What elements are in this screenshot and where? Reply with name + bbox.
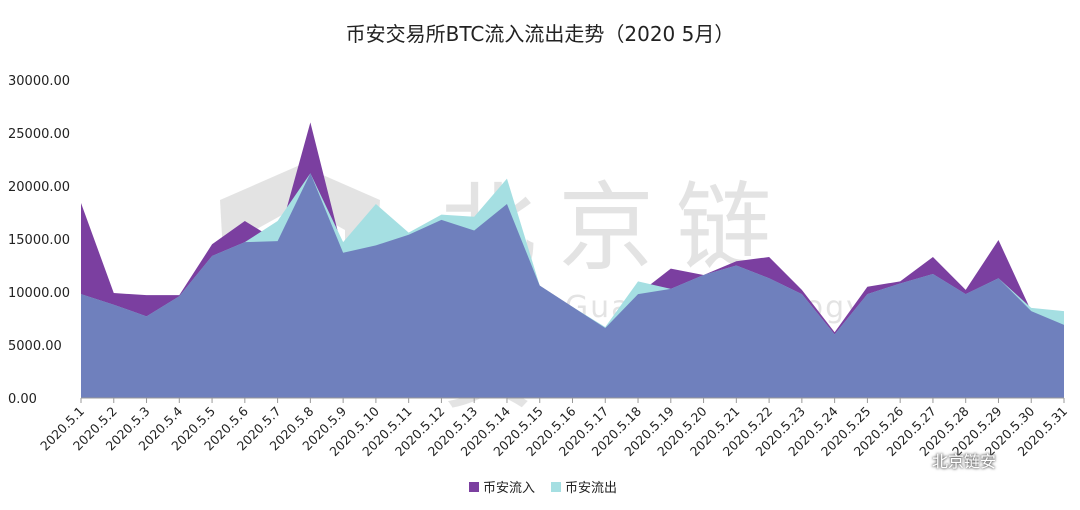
legend-label: 币安流入 (483, 481, 535, 496)
y-tick-label: 0.00 (8, 392, 37, 407)
wechat-badge-text: 北京链安 (932, 452, 997, 471)
y-tick-label: 20000.00 (8, 180, 70, 195)
y-tick-label: 25000.00 (8, 127, 70, 142)
y-axis: 30000.00 25000.00 20000.00 15000.00 10000.00… (8, 74, 70, 407)
wechat-icon (905, 451, 927, 468)
y-tick-label: 5000.00 (8, 339, 62, 354)
chart-title: 币安交易所BTC流入流出走势（2020 5月） (345, 22, 735, 46)
wechat-badge: 北京链安 (905, 448, 996, 472)
y-tick-label: 15000.00 (8, 233, 70, 248)
y-tick-label: 30000.00 (8, 74, 70, 89)
legend-swatch (469, 482, 479, 492)
plot-areas (81, 122, 1064, 399)
y-tick-label: 10000.00 (8, 286, 70, 301)
series-overlap-area (81, 173, 1064, 398)
legend-label: 币安流出 (565, 481, 617, 496)
legend: 币安流入 币安流出 (469, 481, 617, 496)
legend-swatch (551, 482, 561, 492)
